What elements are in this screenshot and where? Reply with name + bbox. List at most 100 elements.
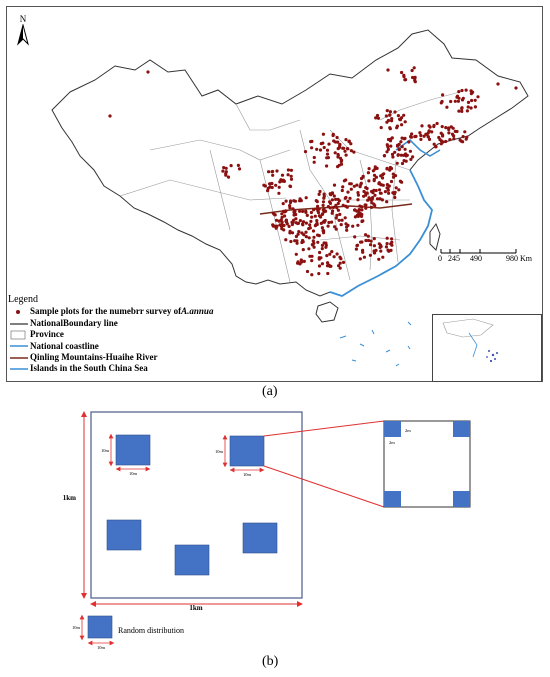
sample-plot-dot — [284, 199, 288, 203]
line-icon — [8, 353, 30, 363]
sample-plot-dot — [336, 165, 340, 169]
subplot-width-label: 2m — [405, 428, 411, 433]
legend-label: National coastline — [30, 340, 99, 351]
sample-plot-dot — [304, 235, 308, 239]
sample-plot-dot — [457, 90, 461, 94]
sample-plot-dot — [373, 193, 377, 197]
sample-plot-dot — [294, 252, 298, 256]
sample-plot-dot — [322, 145, 326, 150]
sample-plot-dot — [390, 240, 394, 244]
subplot-height-label: 2m — [389, 440, 395, 445]
legend-label: NationalBoundary line — [30, 317, 118, 328]
sample-plot-dot — [360, 240, 364, 244]
sample-plot-dot — [291, 207, 295, 211]
sample-plot-dot — [385, 143, 389, 147]
sample-plot-dot — [284, 238, 288, 242]
sample-plot-dot — [371, 191, 375, 195]
sample-plot-dot — [369, 243, 373, 247]
north-arrow: N — [14, 14, 32, 48]
sample-plot-dot — [389, 179, 394, 184]
sample-plot-dot — [295, 241, 299, 245]
sample-plot-dot — [418, 131, 422, 135]
sample-plot-dot — [389, 144, 393, 148]
sample-plot-dot — [321, 203, 325, 207]
sample-plot-dot — [353, 208, 357, 212]
sample-plot-dot — [496, 82, 500, 86]
sample-plot-dot — [307, 247, 311, 251]
sample-plot-dot — [386, 147, 390, 151]
sample-plot-dot — [360, 212, 364, 217]
sample-plot-dot — [356, 198, 360, 202]
sample-plot-dot — [339, 223, 343, 227]
sample-plot-dot — [425, 132, 429, 136]
sample-plot-dot — [386, 248, 390, 252]
sample-plot-dot — [385, 109, 389, 113]
sample-plot-dot — [390, 119, 394, 123]
sample-plot-dot — [279, 178, 283, 182]
sample-plot-dot — [391, 155, 395, 159]
sample-plot-dot — [300, 231, 304, 235]
sample-plot-dot — [345, 205, 349, 209]
sample-plot-dot — [344, 222, 348, 226]
sample-plot-dot — [310, 243, 314, 247]
legend-plot-height-label: 10m — [72, 625, 81, 630]
legend-title: Legend — [8, 294, 38, 305]
sample-plot-dot — [384, 245, 388, 249]
sample-plot-dot — [379, 126, 383, 130]
sample-plot-dot — [400, 136, 404, 140]
sample-plot-dot — [389, 166, 394, 171]
sample-plot-dot — [435, 121, 439, 126]
scale-bar — [440, 249, 517, 254]
zoom-connector — [263, 465, 385, 508]
sample-plot-dot — [379, 249, 383, 253]
sample-plot-dot — [460, 109, 464, 113]
sample-plot-dot — [321, 228, 325, 233]
sample-plot-dot — [377, 188, 382, 192]
sample-plot-dot — [387, 191, 391, 195]
sample-plot-dot — [456, 99, 460, 103]
sample-plot-dot — [399, 140, 403, 144]
sample-plot-dot — [349, 142, 353, 146]
sample-plot-dot — [340, 188, 344, 193]
sample-plot-dot — [317, 192, 321, 196]
sample-plot-dot — [400, 70, 404, 75]
legend-species: A.annua — [181, 306, 214, 317]
sample-plot-dot — [390, 243, 394, 247]
sample-plot-dot — [337, 218, 341, 222]
sample-plot-dot — [463, 130, 467, 134]
sample-plot-dot — [310, 215, 314, 219]
sample-plot-dot — [284, 209, 288, 213]
sample-plot-dot — [377, 257, 381, 261]
sample-plot-dot — [277, 185, 281, 189]
scale-tick-2: 490 — [470, 254, 482, 263]
sample-plot-dot — [393, 174, 398, 178]
sample-plot-dot — [461, 96, 465, 100]
sample-plot-dot — [280, 212, 284, 216]
sample-plot-dot — [364, 238, 368, 243]
sample-plot-dot — [360, 208, 364, 212]
sample-plot-dot — [297, 230, 301, 234]
sample-plot-dot — [514, 86, 518, 90]
sample-plot-dot — [432, 123, 436, 128]
sample-plot-dot — [298, 209, 302, 213]
line-icon — [8, 341, 30, 351]
sample-plot-dot — [328, 201, 333, 205]
south-china-sea-islands — [339, 321, 412, 367]
sample-plot-dot — [304, 230, 308, 234]
sample-plot-dot — [263, 184, 267, 188]
sample-plot-dot — [469, 89, 473, 93]
sample-plot-dot — [368, 253, 372, 257]
sample-plot-dot — [356, 193, 360, 197]
sample-plot-dot — [108, 114, 112, 118]
sample-plot-dot — [331, 205, 336, 209]
sample-plot-dot — [453, 99, 457, 103]
sample-plot-dot — [271, 169, 275, 174]
sample-plot-dot — [370, 201, 374, 205]
sampling-design-diagram: 1km 1km 10m 10m 10m 10m 2m 2m 10m 10m Ra… — [63, 411, 471, 650]
sample-plot-dot — [304, 209, 308, 213]
sample-plot-dot — [466, 105, 470, 109]
sample-plot-dot — [324, 243, 328, 247]
sample-plot-dot — [301, 220, 306, 224]
sample-plot-dot — [325, 148, 330, 152]
sample-plot-dot — [394, 186, 398, 190]
